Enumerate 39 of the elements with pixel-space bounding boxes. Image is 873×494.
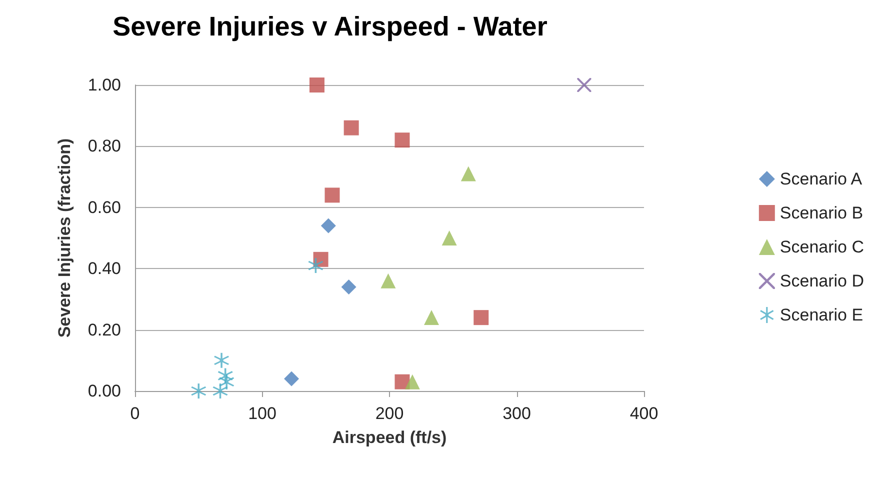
point <box>219 374 234 390</box>
point <box>344 120 359 136</box>
point <box>404 374 420 390</box>
x-axis-title: Airspeed (ft/s) <box>332 428 447 447</box>
point <box>394 132 410 148</box>
point <box>394 374 410 390</box>
legend-label: Scenario E <box>780 306 864 324</box>
legend-label: Scenario D <box>780 272 864 290</box>
point <box>474 310 489 326</box>
y-tick-label: 0.20 <box>88 320 121 340</box>
point <box>309 78 324 92</box>
chart-title: Severe Injuries v Airspeed - Water <box>112 12 548 42</box>
y-axis-title: Severe Injuries (fraction) <box>55 138 74 338</box>
x-tick-label: 300 <box>502 404 531 423</box>
legend-label: Scenario C <box>780 238 864 256</box>
x-tick-label: 400 <box>630 404 658 423</box>
point <box>284 371 300 386</box>
x-tick-label: 200 <box>375 404 404 423</box>
x-tick-label: 100 <box>248 404 276 423</box>
point <box>460 166 476 182</box>
y-tick-label: 1.00 <box>88 76 121 94</box>
legend-label: Scenario B <box>780 204 864 222</box>
legend-label: Scenario A <box>780 170 863 188</box>
point <box>214 352 230 368</box>
y-tick-label: 0.80 <box>88 136 121 156</box>
point <box>424 310 439 326</box>
point <box>191 384 206 398</box>
point <box>308 258 324 274</box>
point <box>380 273 396 288</box>
point <box>577 78 592 92</box>
point <box>442 230 457 246</box>
point <box>324 188 340 203</box>
point <box>341 279 356 294</box>
y-tick-label: 0.00 <box>88 382 121 400</box>
x-tick-label: 0 <box>130 404 140 423</box>
y-tick-label: 0.40 <box>88 259 121 278</box>
point <box>212 384 228 398</box>
y-tick-label: 0.60 <box>88 198 121 217</box>
point <box>320 218 336 234</box>
